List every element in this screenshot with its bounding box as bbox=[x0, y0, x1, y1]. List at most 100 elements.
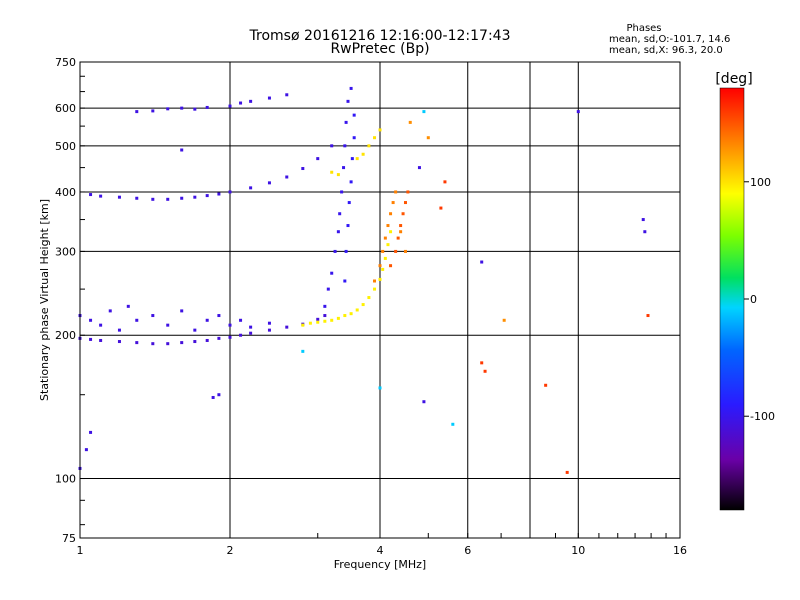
colorbar-tick-label: 100 bbox=[750, 176, 771, 189]
echo-point bbox=[343, 314, 347, 318]
echo-point bbox=[84, 448, 88, 452]
colorbar-tick-label: 0 bbox=[750, 293, 757, 306]
echo-point bbox=[346, 224, 350, 228]
echo-point bbox=[343, 144, 347, 148]
y-axis-label: Stationary phase Virtual Height [km] bbox=[38, 199, 51, 401]
echo-point bbox=[330, 144, 334, 148]
echo-point bbox=[344, 120, 348, 124]
echo-point bbox=[249, 99, 253, 103]
colorbar bbox=[719, 87, 745, 511]
x-tick-label: 1 bbox=[77, 544, 84, 557]
chart-subtitle: RwPretec (Bp) bbox=[330, 41, 429, 57]
echo-point bbox=[205, 318, 209, 322]
echo-point bbox=[151, 314, 155, 318]
echo-point bbox=[217, 336, 221, 340]
echo-point bbox=[249, 186, 253, 190]
echo-point bbox=[180, 106, 184, 110]
colorbar-tick-label: -100 bbox=[750, 410, 775, 423]
echo-point bbox=[267, 321, 271, 325]
echo-point bbox=[373, 287, 377, 291]
echo-point bbox=[383, 236, 387, 240]
echo-point bbox=[301, 167, 305, 171]
echo-point bbox=[408, 120, 412, 124]
echo-point bbox=[135, 341, 139, 345]
echo-point bbox=[193, 107, 197, 111]
echo-point bbox=[135, 110, 139, 114]
echo-point bbox=[193, 328, 197, 332]
echo-point bbox=[228, 335, 232, 339]
echo-point bbox=[249, 325, 253, 329]
echo-point bbox=[217, 192, 221, 196]
x-tick-label: 2 bbox=[227, 544, 234, 557]
echo-point bbox=[344, 249, 348, 253]
echo-point bbox=[336, 173, 340, 177]
y-tick-label: 200 bbox=[55, 329, 76, 342]
echo-point bbox=[480, 361, 484, 365]
echo-point bbox=[343, 279, 347, 283]
echo-point bbox=[544, 383, 548, 387]
echo-point bbox=[239, 101, 243, 105]
echo-point bbox=[399, 224, 403, 228]
echo-point bbox=[180, 309, 184, 313]
echo-point bbox=[350, 157, 354, 161]
echo-point bbox=[330, 271, 334, 275]
echo-point bbox=[117, 195, 121, 199]
echo-point bbox=[301, 349, 305, 353]
echo-point bbox=[349, 312, 353, 316]
echo-point bbox=[391, 201, 395, 205]
echo-point bbox=[180, 196, 184, 200]
echo-point bbox=[451, 422, 455, 426]
x-tick-label: 10 bbox=[571, 544, 585, 557]
echo-point bbox=[135, 196, 139, 200]
echo-point bbox=[117, 328, 121, 332]
echo-point bbox=[422, 400, 426, 404]
echo-point bbox=[323, 304, 327, 308]
echo-point bbox=[347, 201, 351, 205]
echo-point bbox=[367, 144, 371, 148]
y-tick-label: 75 bbox=[62, 532, 76, 545]
echo-point bbox=[205, 338, 209, 342]
echo-point bbox=[643, 230, 647, 234]
echo-point bbox=[126, 304, 130, 308]
echo-point bbox=[228, 190, 232, 194]
echo-point bbox=[403, 201, 407, 205]
echo-point bbox=[378, 277, 382, 281]
echo-point bbox=[316, 320, 320, 324]
echo-point bbox=[330, 318, 334, 322]
echo-point bbox=[439, 206, 443, 210]
echo-point bbox=[389, 230, 393, 234]
echo-point bbox=[117, 340, 121, 344]
colorbar-ticks: 100 0 -100 bbox=[744, 176, 775, 423]
echo-point bbox=[285, 93, 289, 97]
echo-point bbox=[89, 337, 93, 341]
echo-point bbox=[151, 197, 155, 201]
echo-point bbox=[166, 342, 170, 346]
echo-point bbox=[89, 318, 93, 322]
echo-point bbox=[323, 314, 327, 318]
echo-point bbox=[326, 287, 330, 291]
echo-point bbox=[323, 319, 327, 323]
echo-point bbox=[361, 303, 365, 307]
echo-point bbox=[99, 194, 103, 198]
x-tick-label: 4 bbox=[377, 544, 384, 557]
y-tick-label: 300 bbox=[55, 245, 76, 258]
echo-point bbox=[166, 197, 170, 201]
echo-point bbox=[422, 110, 426, 114]
echo-point bbox=[267, 181, 271, 185]
echo-point bbox=[89, 430, 93, 434]
echo-point bbox=[389, 212, 393, 216]
echo-point bbox=[417, 166, 421, 170]
echo-point bbox=[378, 386, 382, 390]
echo-point bbox=[355, 308, 359, 312]
phase-mean-x: mean, sd,X: 96.3, 20.0 bbox=[609, 45, 723, 56]
echo-point bbox=[267, 96, 271, 100]
echo-point bbox=[342, 166, 346, 170]
echo-point bbox=[285, 325, 289, 329]
echo-point bbox=[381, 267, 385, 271]
y-tick-label: 400 bbox=[55, 186, 76, 199]
echo-point bbox=[151, 109, 155, 113]
y-tick-label: 600 bbox=[55, 102, 76, 115]
echo-point bbox=[193, 340, 197, 344]
echo-point bbox=[89, 193, 93, 197]
echo-point bbox=[108, 309, 112, 313]
